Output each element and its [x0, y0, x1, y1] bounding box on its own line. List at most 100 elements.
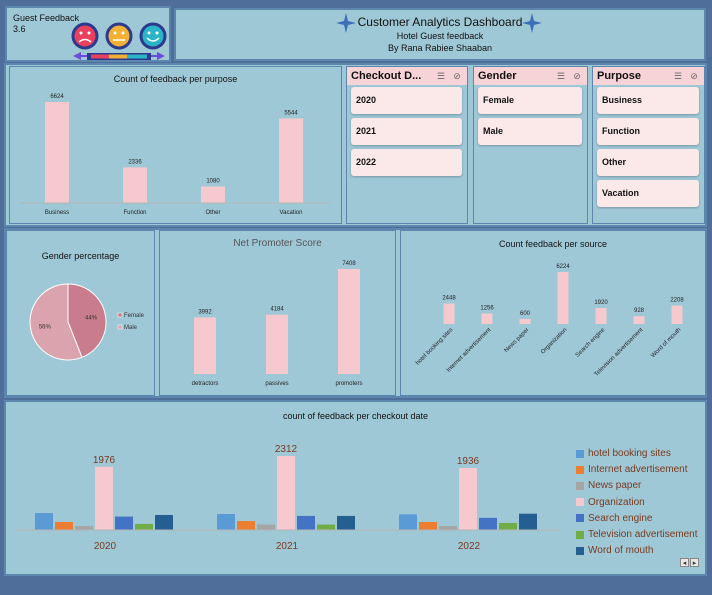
tick-label: detractors	[192, 381, 219, 387]
bar	[557, 272, 569, 324]
pie-slice	[67, 283, 107, 358]
page-subtitle: Hotel Guest feedback	[396, 31, 484, 41]
slicer-item-male[interactable]: Male	[478, 118, 582, 145]
legend-swatch	[576, 481, 584, 490]
checkout-chart-panel: count of feedback per checkout date 1976…	[4, 400, 707, 576]
data-label: 2208	[670, 298, 684, 304]
bar	[75, 526, 93, 530]
legend-swatch	[576, 514, 584, 523]
nps-bar-chart: 3992 detractors 4184 passives 7408 promoters	[192, 261, 363, 387]
slicer-item-other[interactable]: Other	[597, 149, 699, 176]
data-label: 4184	[270, 307, 284, 313]
legend-label: Word of mouth	[588, 545, 654, 557]
bar	[237, 521, 255, 530]
bar	[459, 468, 477, 530]
bar	[419, 521, 437, 530]
legend-label: Search engine	[588, 512, 653, 524]
legend-label: Organization	[588, 496, 645, 508]
scroll-left-icon[interactable]: ◂	[680, 558, 689, 567]
slicer-item-female[interactable]: Female	[478, 87, 582, 114]
legend-item: hotel booking sites	[576, 448, 671, 459]
clear-filter-icon[interactable]: ⊘	[453, 71, 461, 81]
kpi-label: Guest Feedback	[13, 13, 80, 23]
bar	[338, 269, 360, 374]
tick-label: Business	[45, 210, 69, 216]
bar	[35, 513, 53, 530]
legend-label: Female	[124, 313, 145, 319]
data-label: 3992	[198, 309, 212, 315]
tick-label: Internet advertisement	[446, 327, 493, 374]
slicer-item-business[interactable]: Business	[597, 87, 699, 114]
slicer-title: Gender	[478, 70, 517, 82]
bar	[595, 307, 607, 324]
bar	[55, 521, 73, 530]
feedback-faces-icon	[71, 22, 167, 60]
nps-chart-title: Net Promoter Score	[233, 238, 322, 249]
tick-label: Organization	[540, 327, 568, 355]
legend-item: Internet advertisement	[576, 464, 688, 475]
bar	[479, 517, 497, 530]
data-label: 1920	[594, 300, 608, 306]
bar	[194, 317, 216, 374]
tick-label: 2022	[458, 541, 481, 552]
clear-filter-icon[interactable]: ⊘	[690, 71, 698, 81]
data-label: 1256	[480, 306, 494, 312]
legend-swatch	[576, 530, 584, 539]
slicer-item-2020[interactable]: 2020	[351, 87, 462, 114]
tick-label: Vacation	[280, 210, 303, 216]
tick-label: 2020	[94, 541, 117, 552]
bar	[266, 314, 288, 374]
bar	[499, 522, 517, 530]
bar	[217, 513, 235, 530]
bar	[45, 102, 69, 203]
data-label: 6224	[556, 264, 570, 270]
pie-data-label: 56%	[39, 324, 52, 330]
slicer-item-vacation[interactable]: Vacation	[597, 180, 699, 207]
legend-label: Television advertisement	[588, 529, 698, 540]
slicer-title: Purpose	[597, 70, 642, 82]
tick-label: passives	[265, 381, 288, 387]
tick-label: Search engine	[575, 327, 607, 359]
scroll-right-icon[interactable]: ▸	[690, 558, 699, 567]
slicer-title: Checkout D...	[351, 70, 422, 82]
source-bar-chart: 2448 hotel booking sites 1256 Internet adve…	[415, 264, 684, 378]
data-label: 6624	[50, 94, 64, 100]
bar	[337, 515, 355, 530]
source-chart-panel: Count feedback per source 2448 hotel book…	[400, 230, 706, 396]
legend-item: Word of mouth	[576, 545, 653, 556]
slicer-item-function[interactable]: Function	[597, 118, 699, 145]
bar	[155, 514, 173, 530]
kpi-panel: Guest Feedback 3.6	[5, 6, 171, 62]
sparkle-right-icon	[522, 13, 542, 33]
data-label: 928	[634, 308, 645, 314]
slicer-item-2021[interactable]: 2021	[351, 118, 462, 145]
slicer-gender: Gender ☰ ⊘ Female Male	[473, 66, 588, 224]
legend-label: Male	[124, 325, 138, 331]
data-label: 2448	[442, 296, 456, 302]
bar	[519, 513, 537, 530]
legend-swatch	[576, 498, 584, 507]
nps-chart-panel: Net Promoter Score 3992 detractors 4184 pas…	[159, 230, 396, 396]
bar	[277, 456, 295, 530]
legend-swatch	[117, 324, 123, 330]
multi-select-icon[interactable]: ☰	[436, 71, 446, 81]
clear-filter-icon[interactable]: ⊘	[573, 71, 581, 81]
bar	[115, 516, 133, 530]
slicer-item-2022[interactable]: 2022	[351, 149, 462, 176]
data-label: 2336	[128, 159, 142, 165]
legend-item: Organization	[576, 497, 645, 508]
bar	[671, 305, 683, 324]
data-label: 1976	[93, 455, 116, 466]
purpose-chart-panel: Count of feedback per purpose 6624 Busine…	[9, 66, 342, 224]
legend-label: hotel booking sites	[588, 448, 671, 459]
multi-select-icon[interactable]: ☰	[556, 71, 566, 81]
data-label: 600	[520, 311, 531, 317]
multi-select-icon[interactable]: ☰	[673, 71, 683, 81]
legend-swatch	[576, 546, 584, 555]
bar	[443, 303, 455, 324]
bar	[519, 318, 531, 324]
gender-chart-panel: Gender percentage 44% Female 56% Male	[6, 230, 155, 396]
bar	[317, 524, 335, 530]
purpose-chart-title: Count of feedback per purpose	[113, 74, 238, 84]
legend-swatch	[117, 312, 123, 318]
